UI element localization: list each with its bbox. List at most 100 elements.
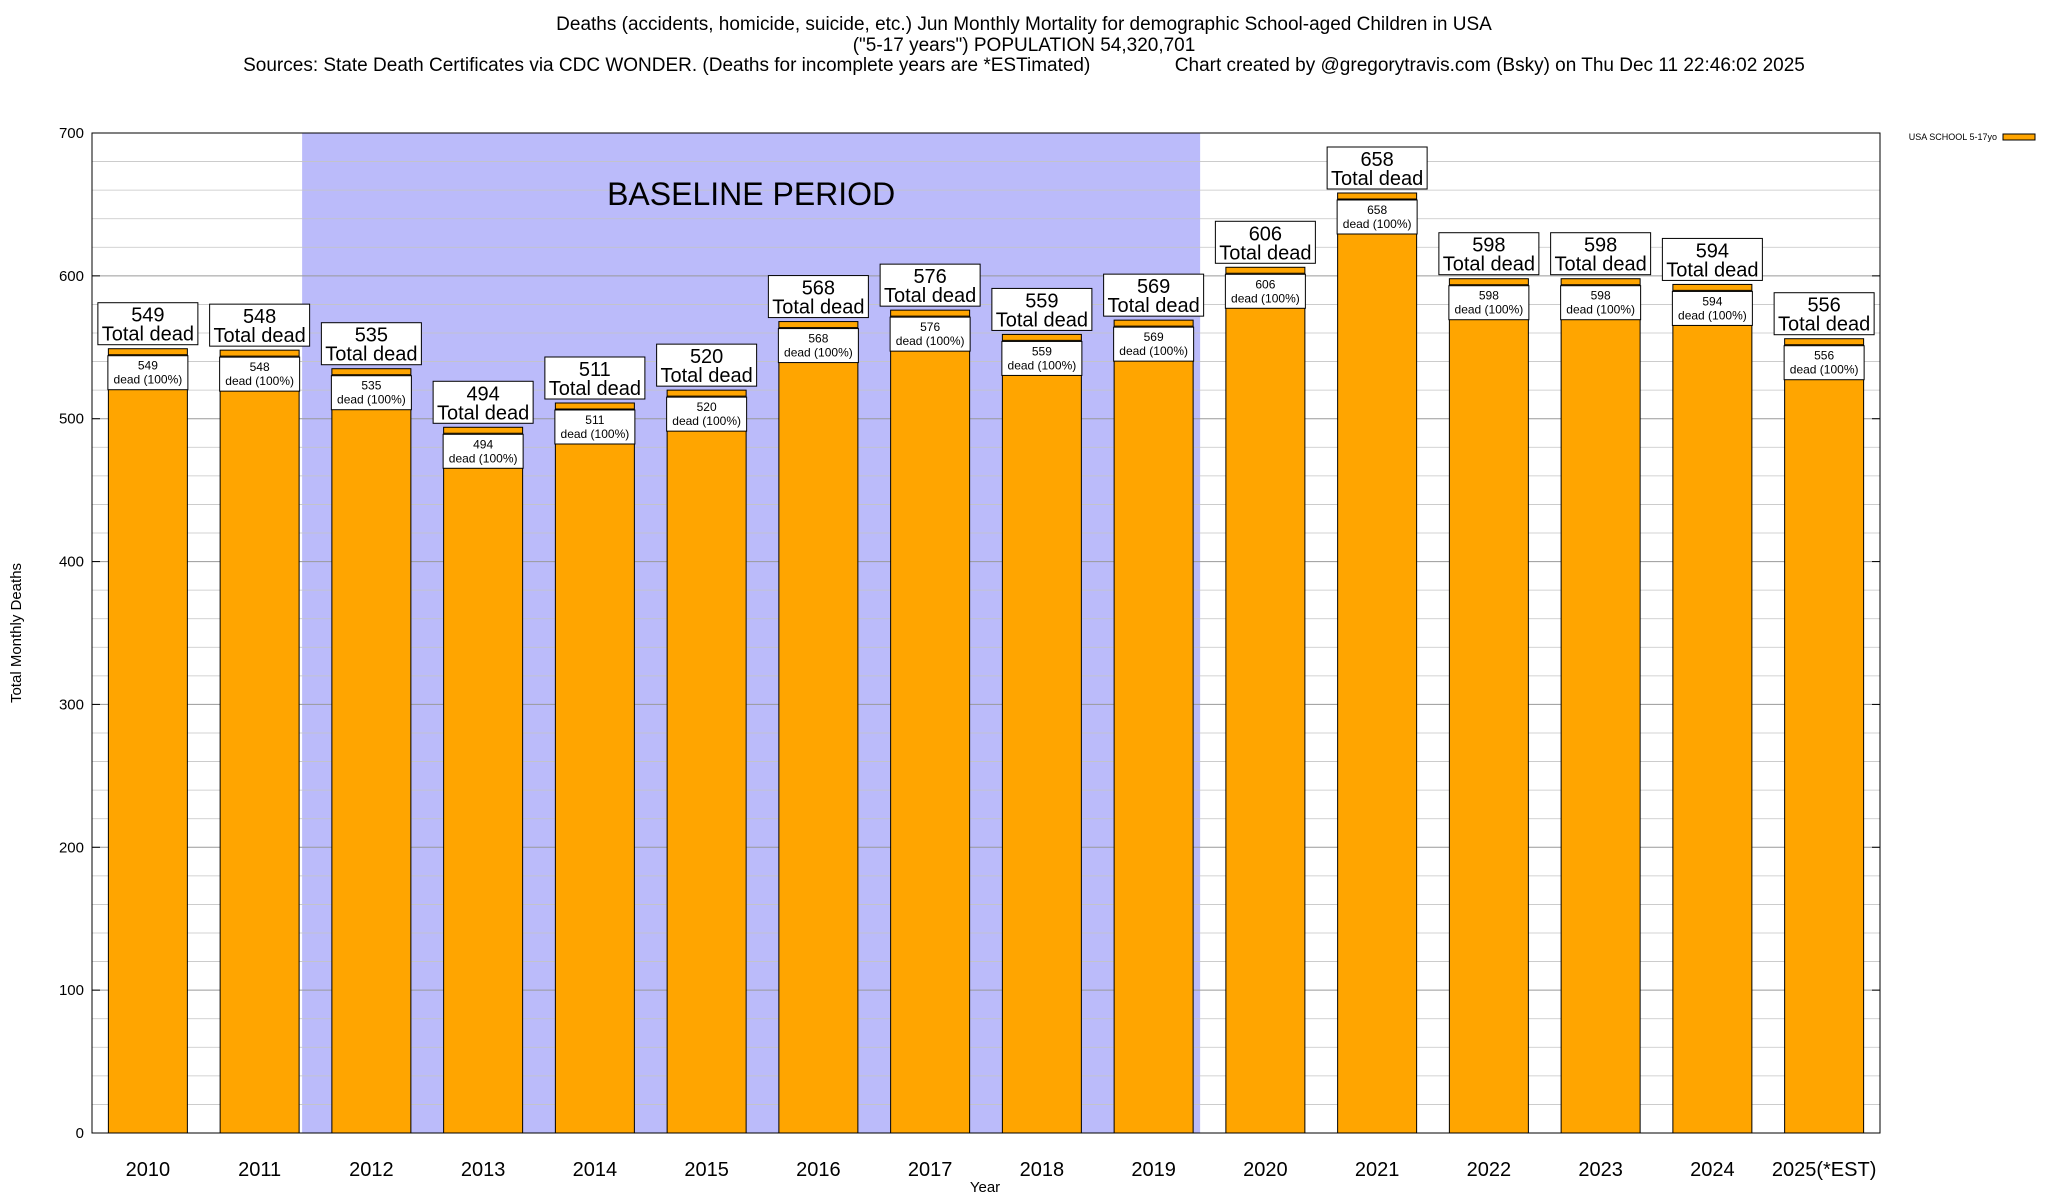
inner-value-label: 549 (138, 359, 158, 373)
x-tick-label: 2025(*EST) (1772, 1159, 1877, 1181)
top-total-label: Total dead (1778, 314, 1870, 336)
top-total-label: Total dead (660, 365, 752, 387)
top-label-box (209, 303, 311, 347)
axis-layer: BASELINE PERIOD Total Monthly Deaths Yea… (8, 125, 2036, 1196)
inner-value-label: 576 (920, 320, 940, 334)
inner-percent-label: dead (100%) (1455, 303, 1524, 317)
chart-title: Deaths (accidents, homicide, suicide, et… (556, 14, 1492, 35)
inner-percent-label: dead (100%) (561, 427, 630, 441)
x-tick-label: 2018 (1020, 1159, 1065, 1181)
x-tick-label: 2013 (461, 1159, 506, 1181)
x-tick-label: 2014 (573, 1159, 618, 1181)
inner-percent-label: dead (100%) (1566, 303, 1635, 317)
x-tick-label: 2023 (1578, 1159, 1623, 1181)
top-label-box (656, 343, 758, 387)
y-tick-label: 200 (59, 839, 84, 856)
x-tick-label: 2019 (1131, 1159, 1176, 1181)
inner-value-label: 568 (808, 332, 828, 346)
top-value-label: 535 (355, 325, 388, 347)
inner-percent-label: dead (100%) (784, 346, 853, 360)
top-label-box (991, 287, 1093, 331)
inner-label-box (777, 328, 859, 364)
x-tick-label: 2015 (684, 1159, 729, 1181)
top-label-box (879, 263, 981, 307)
bar (554, 402, 635, 1134)
top-total-label: Total dead (437, 402, 529, 424)
inner-percent-label: dead (100%) (225, 374, 294, 388)
x-tick-label: 2017 (908, 1159, 953, 1181)
bars-layer (107, 192, 1865, 1134)
y-tick-label: 100 (59, 982, 84, 999)
inner-percent-label: dead (100%) (1231, 291, 1300, 305)
inner-value-label: 535 (361, 379, 381, 393)
top-value-label: 598 (1472, 235, 1505, 257)
bar (1560, 278, 1641, 1134)
bar (1672, 283, 1753, 1134)
x-axis-label: Year (970, 1179, 1000, 1196)
legend-label: USA SCHOOL 5-17yo (1909, 132, 1997, 142)
top-label-box (767, 275, 869, 319)
inner-value-label: 569 (1144, 330, 1164, 344)
top-value-label: 494 (466, 383, 499, 405)
plot-border (91, 132, 1881, 1134)
x-tick-label: 2016 (796, 1159, 841, 1181)
bar (1784, 338, 1865, 1134)
legend-swatch (2002, 133, 2036, 141)
bar (1448, 278, 1529, 1134)
top-label-box (1661, 237, 1763, 281)
top-label-box (544, 356, 646, 400)
bar (107, 348, 188, 1134)
bar (219, 349, 300, 1134)
inner-percent-label: dead (100%) (672, 414, 741, 428)
top-total-label: Total dead (549, 378, 641, 400)
top-value-label: 606 (1249, 223, 1282, 245)
inner-label-box (1783, 345, 1865, 381)
inner-value-label: 594 (1702, 294, 1722, 308)
y-tick-label: 400 (59, 554, 84, 571)
inner-value-label: 598 (1479, 289, 1499, 303)
top-total-label: Total dead (1443, 254, 1535, 276)
inner-label-box (666, 396, 748, 432)
top-value-label: 576 (913, 266, 946, 288)
top-total-label: Total dead (1554, 254, 1646, 276)
top-total-label: Total dead (772, 297, 864, 319)
inner-value-label: 520 (697, 400, 717, 414)
inner-label-box (1560, 285, 1642, 321)
inner-value-label: 658 (1367, 203, 1387, 217)
top-total-label: Total dead (1219, 242, 1311, 264)
top-total-label: Total dead (996, 309, 1088, 331)
x-tick-label: 2020 (1243, 1159, 1288, 1181)
x-tick-label: 2012 (349, 1159, 394, 1181)
inner-value-label: 556 (1814, 349, 1834, 363)
bar (1337, 192, 1418, 1134)
inner-percent-label: dead (100%) (114, 373, 183, 387)
top-total-label: Total dead (1107, 295, 1199, 317)
y-tick-label: 600 (59, 268, 84, 285)
bar (331, 368, 412, 1134)
y-axis-label: Total Monthly Deaths (8, 563, 25, 703)
top-label-box (1438, 232, 1540, 276)
inner-percent-label: dead (100%) (1343, 217, 1412, 231)
inner-label-box (1001, 340, 1083, 376)
y-tick-label: 300 (59, 696, 84, 713)
x-tick-label: 2021 (1355, 1159, 1400, 1181)
top-total-label: Total dead (102, 324, 194, 346)
chart-subtitle: ("5-17 years") POPULATION 54,320,701 (852, 35, 1196, 56)
top-value-label: 511 (579, 359, 611, 381)
inner-percent-label: dead (100%) (449, 451, 518, 465)
top-value-label: 658 (1360, 149, 1393, 171)
top-value-label: 548 (243, 306, 276, 328)
y-tick-label: 0 (76, 1125, 84, 1142)
y-tick-label: 500 (59, 411, 84, 428)
top-label-box (1103, 273, 1205, 317)
top-value-label: 598 (1584, 235, 1617, 257)
top-label-box (1214, 220, 1316, 264)
top-total-label: Total dead (325, 344, 417, 366)
bar (890, 309, 971, 1134)
inner-label-box (442, 433, 524, 469)
inner-percent-label: dead (100%) (896, 334, 965, 348)
top-value-label: 549 (131, 305, 164, 327)
bar (1001, 333, 1082, 1134)
